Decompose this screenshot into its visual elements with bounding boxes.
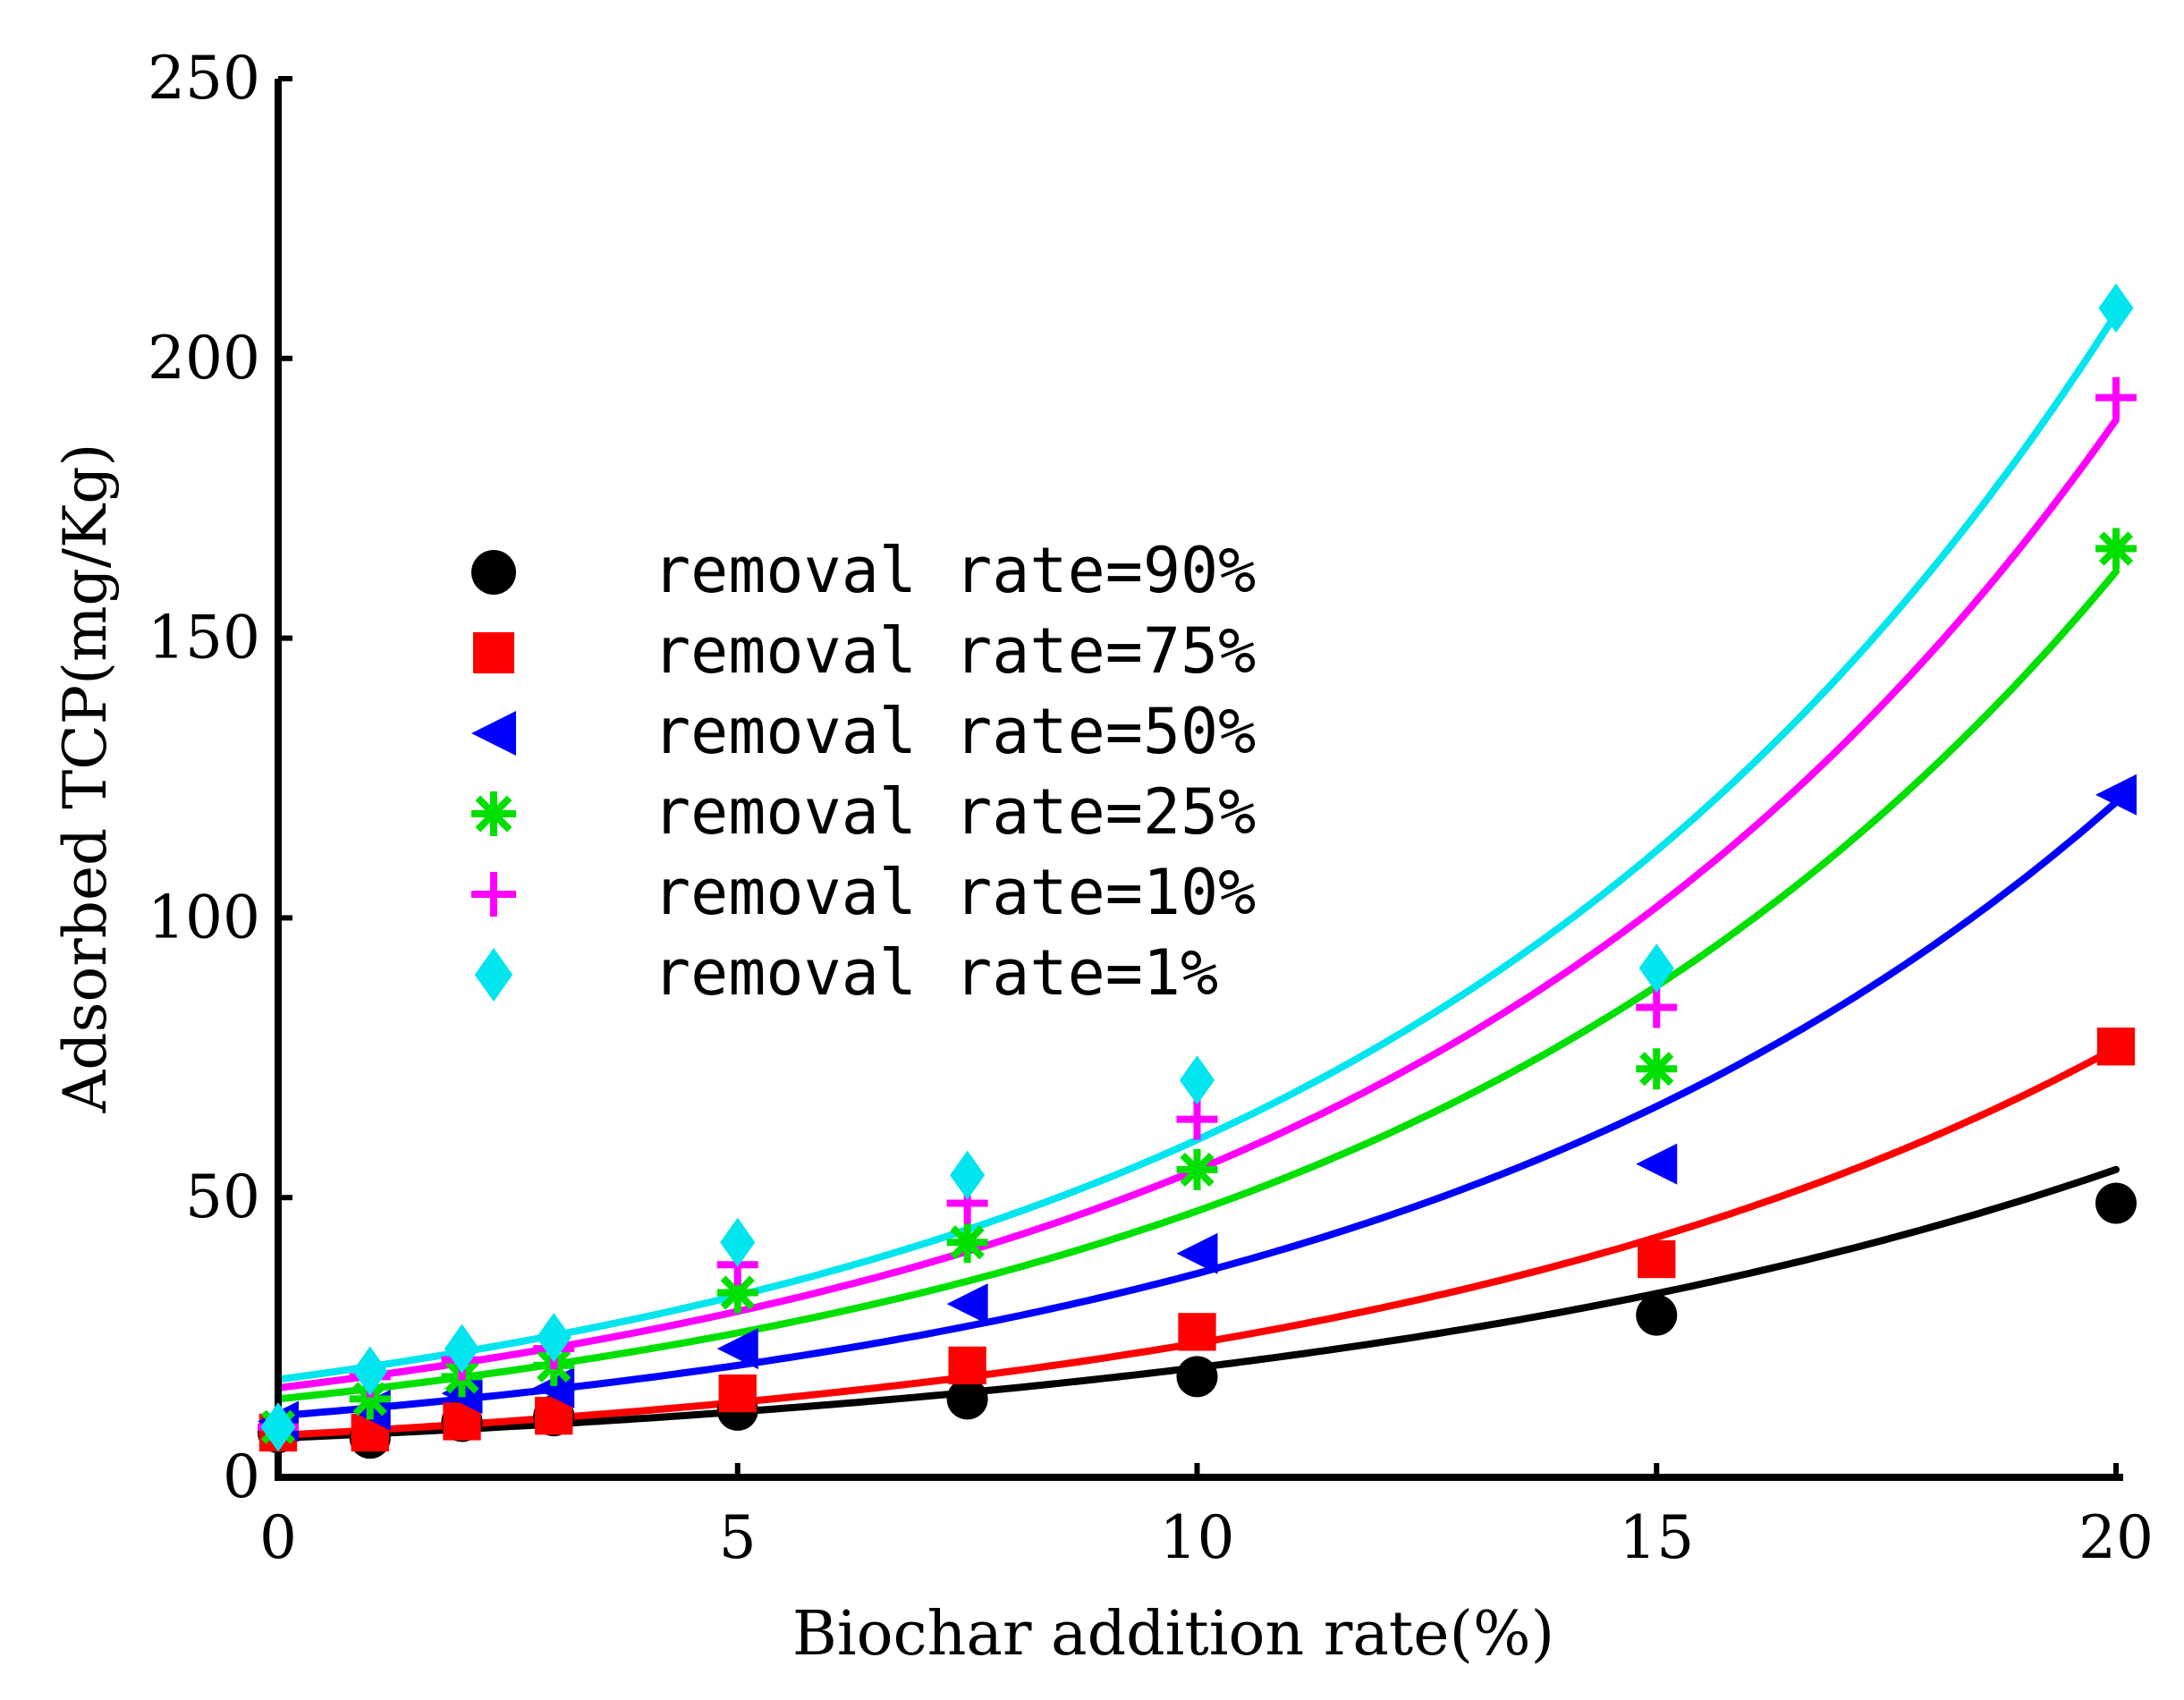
data-point [1176,1098,1218,1140]
y-tick-label: 150 [148,604,260,672]
markers [258,283,2137,1459]
data-point [946,1378,988,1420]
data-point [444,1324,480,1374]
legend: removal rate=90%removal rate=75%removal … [471,534,1256,1010]
data-point [2095,528,2137,570]
data-point [349,1378,391,1420]
fit-line [275,568,2120,1403]
data-point [2095,1182,2137,1224]
data-point [1638,1239,1676,1279]
data-point [716,1272,758,1314]
legend-marker [471,791,516,836]
x-tick-label: 10 [1160,1503,1235,1572]
legend-label: removal rate=90% [653,534,1256,607]
legend-label: removal rate=50% [653,695,1256,768]
data-point [1636,1143,1678,1185]
data-point [1636,1048,1678,1090]
data-point [1636,986,1678,1028]
data-point [536,1313,571,1363]
x-axis-title: Biochar addition rate(%) [792,1599,1554,1670]
x-tick-label: 0 [259,1503,297,1572]
data-point [946,1283,988,1325]
data-point [1638,943,1674,994]
y-tick-label: 0 [223,1442,260,1511]
legend-marker [471,711,516,756]
data-point [2096,1028,2136,1066]
data-point [1176,1356,1218,1398]
x-tick-label: 20 [2078,1503,2154,1572]
data-point [1176,1148,1218,1190]
data-point [1179,1055,1215,1105]
x-tick-label: 15 [1619,1503,1694,1572]
y-tick-label: 250 [148,44,260,113]
data-point [1176,1232,1218,1274]
data-point [948,1346,986,1385]
data-point [718,1374,757,1413]
data-point [260,1402,296,1452]
data-point [716,1328,758,1370]
fit-line [275,799,2120,1420]
data-point [1636,1294,1678,1336]
x-ticks: 0 5 10 15 20 [259,1463,2154,1572]
x-tick-label: 5 [719,1503,757,1572]
y-tick-label: 200 [148,324,260,393]
data-point [720,1217,756,1267]
legend-marker [474,948,513,1002]
legend-label: removal rate=10% [653,856,1256,929]
legend-marker [471,550,516,595]
y-ticks: 0 50 100 150 200 250 [148,44,292,1511]
legend-label: removal rate=1% [653,936,1218,1010]
legend-label: removal rate=25% [653,775,1256,849]
data-point [1178,1313,1216,1351]
y-tick-label: 50 [185,1163,260,1231]
y-axis-title: Adsorbed TCP(mg/Kg) [51,444,120,1114]
y-tick-label: 100 [148,883,260,951]
legend-label: removal rate=75% [653,614,1256,688]
data-point [2098,283,2134,334]
data-point [946,1222,988,1264]
legend-marker [471,872,516,917]
data-point [950,1150,986,1200]
legend-marker [473,632,514,673]
data-point [2095,376,2137,419]
data-point [352,1346,388,1396]
data-point [2095,774,2137,816]
